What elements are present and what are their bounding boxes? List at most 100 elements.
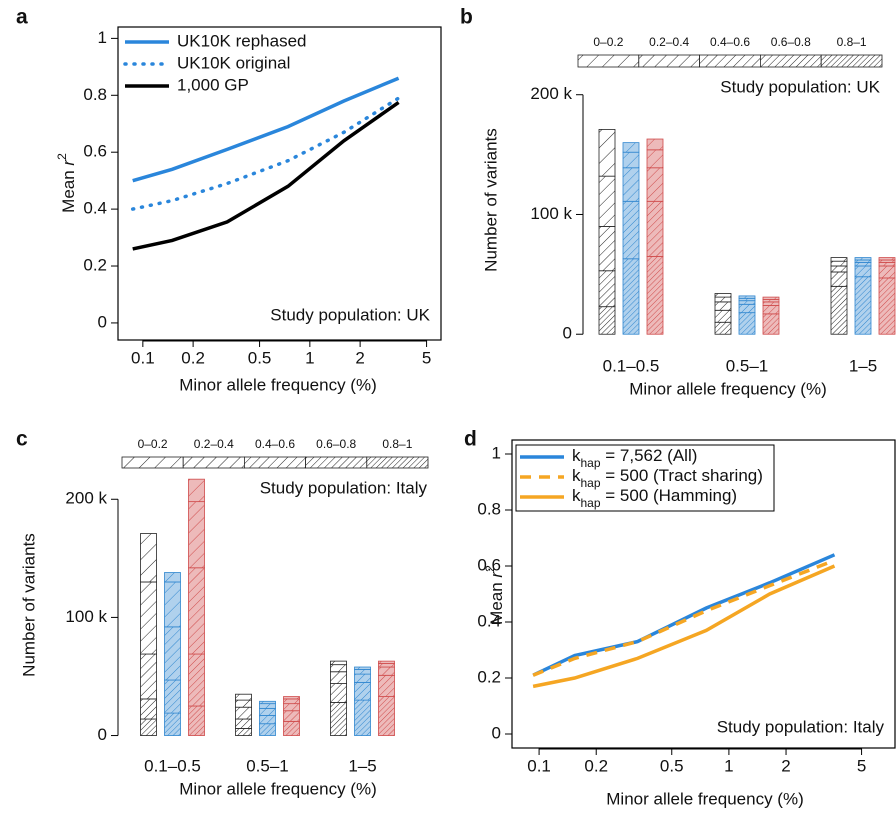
bar-segment [622,167,640,202]
text-part: r [59,159,78,166]
legend-label: UK10K original [177,53,290,72]
x-tick-label: 0.1 [131,348,155,367]
bar-segment [259,715,276,725]
bar-segment [330,664,347,673]
text-part: Mean [59,166,78,213]
legend-label: 0–0.2 [593,35,623,49]
bar-segment [830,260,848,267]
panel-letter: d [464,428,477,451]
bar-segment [830,285,848,335]
bar-segment [622,200,640,260]
legend-label: 0–0.2 [138,437,168,451]
bar-segment [164,712,181,736]
bar-segment [854,257,872,261]
bar-segment [140,698,157,720]
bar-segment [738,303,756,314]
bar-segment [598,175,616,227]
bar-segment [854,265,872,278]
bar-segment [283,703,300,712]
text-part: hap [581,456,601,470]
legend-swatch [305,456,368,469]
legend-swatch [820,54,883,68]
bar-segment [714,321,732,335]
y-axis-title: Mean r2 [55,153,78,213]
text-part: 2 [483,565,497,572]
bar-segment [354,666,371,670]
y-tick-label: 1 [98,28,107,47]
bar-segment [738,312,756,335]
bar-segment [854,276,872,335]
x-axis-title: Minor allele frequency (%) [179,375,376,394]
y-tick-label: 0.2 [83,256,107,275]
bar-segment [878,265,896,279]
series-line [532,564,836,689]
panel-letter: c [16,428,28,451]
legend-label: 0.4–0.6 [255,437,295,451]
series-line [130,96,401,211]
legend-label: 0.2–0.4 [649,35,689,49]
bar-segment [622,151,640,169]
bar-segment [762,305,780,315]
legend-label: khap = 500 (Tract sharing) [572,466,763,490]
y-tick-label: 0.4 [83,199,107,218]
y-tick-label: 0.4 [477,611,501,630]
bar-segment [714,293,732,298]
bar-segment [188,501,205,569]
bar-segment [259,723,276,736]
bar-segment [598,306,616,335]
x-tick-label: 0.5 [248,348,272,367]
bar-segment [283,720,300,736]
legend-label: khap = 500 (Hamming) [572,486,737,510]
x-axis-title: Minor allele frequency (%) [606,789,803,808]
bar-segment [164,572,181,583]
bar-segment [646,200,664,257]
plot-frame [511,439,896,749]
text-part: r [487,571,506,578]
bar-segment [830,265,848,273]
bar-segment [762,296,780,300]
bar-segment [646,138,664,151]
x-tick-label: 0.5–1 [246,756,289,775]
bar-segment [598,129,616,177]
text-part: = 500 (Hamming) [601,486,738,505]
bar-segment [235,728,252,736]
x-tick-label: 0.1 [527,756,551,775]
annotation: Study population: UK [270,305,430,324]
legend-label: 1,000 GP [177,75,249,94]
y-tick-label: 0 [98,312,107,331]
bar-segment [235,706,252,720]
bar-segment [188,653,205,707]
bar-segment [188,705,205,736]
legend-swatch [699,54,761,68]
x-axis-title: Minor allele frequency (%) [179,779,376,798]
bar-segment [878,261,896,267]
legend-swatch [577,54,640,68]
bar-segment [378,696,395,736]
x-tick-label: 0.5–1 [726,356,769,375]
bar-segment [646,255,664,335]
text-part: = 500 (Tract sharing) [601,466,763,485]
legend-label: khap = 7,562 (All) [572,446,697,470]
text-part: Mean [487,578,506,625]
bar-segment [188,567,205,655]
legend-label: 0.8–1 [382,437,412,451]
x-axis-title: Minor allele frequency (%) [629,379,826,398]
bar-segment [330,702,347,736]
bar-segment [622,258,640,335]
bar-segment [714,301,732,311]
y-tick-label: 200 k [65,489,107,508]
bar-segment [235,718,252,729]
bar-segment [164,679,181,714]
bar-segment [378,663,395,668]
y-tick-label: 0.6 [477,555,501,574]
text-part: hap [581,476,601,490]
bar-segment [854,261,872,267]
y-axis-title: Number of variants [19,533,38,677]
bar-segment [762,301,780,306]
bar-segment [283,698,300,705]
bar-segment [188,478,205,503]
text-part: k [572,466,581,485]
annotation: Study population: Italy [260,478,428,497]
legend-swatch [760,54,822,68]
